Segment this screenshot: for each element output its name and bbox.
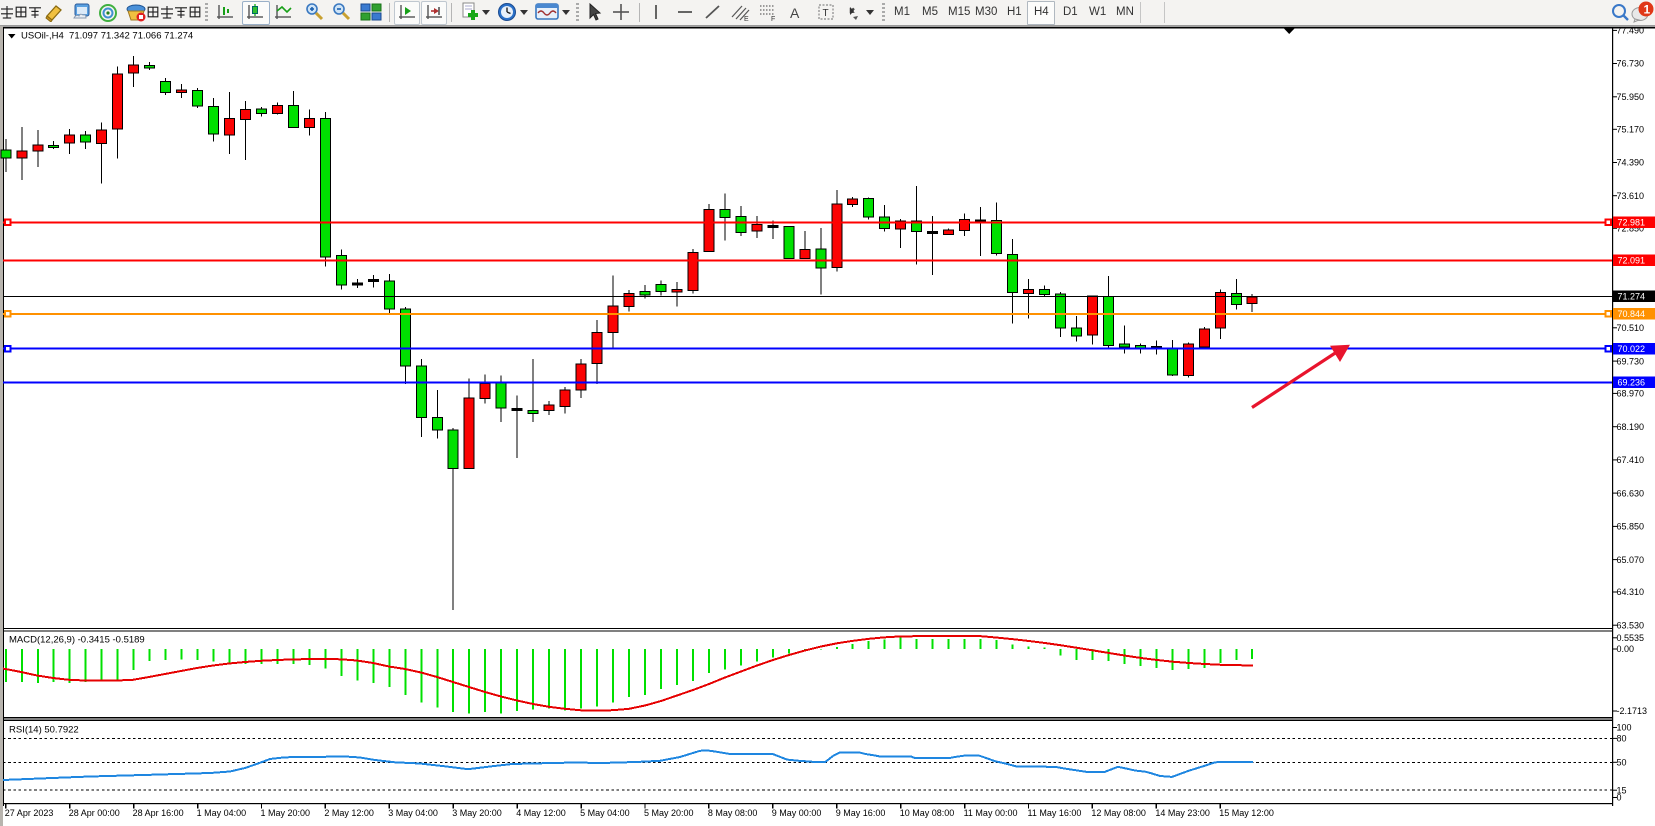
svg-text:71.274: 71.274 bbox=[1618, 292, 1646, 302]
svg-text:8 May 08:00: 8 May 08:00 bbox=[708, 808, 758, 818]
svg-text:0: 0 bbox=[1617, 793, 1622, 803]
svg-text:T: T bbox=[823, 8, 829, 19]
svg-text:63.530: 63.530 bbox=[1617, 620, 1645, 630]
svg-text:F: F bbox=[771, 16, 775, 22]
svg-text:75.170: 75.170 bbox=[1617, 125, 1645, 135]
svg-text:11 May 16:00: 11 May 16:00 bbox=[1028, 808, 1082, 818]
svg-text:4 May 12:00: 4 May 12:00 bbox=[516, 808, 566, 818]
svg-text:65.850: 65.850 bbox=[1617, 522, 1645, 532]
svg-text:10 May 08:00: 10 May 08:00 bbox=[900, 808, 955, 818]
svg-text:27 Apr 2023: 27 Apr 2023 bbox=[5, 808, 54, 818]
svg-text:69.730: 69.730 bbox=[1617, 356, 1645, 366]
svg-text:73.610: 73.610 bbox=[1617, 191, 1645, 201]
svg-text:14 May 23:00: 14 May 23:00 bbox=[1155, 808, 1210, 818]
svg-text:5 May 20:00: 5 May 20:00 bbox=[644, 808, 694, 818]
svg-text:RSI(14) 50.7922: RSI(14) 50.7922 bbox=[9, 725, 79, 736]
svg-text:67.410: 67.410 bbox=[1617, 455, 1645, 465]
svg-text:USOil-,H4 71.097 71.342 71.06: USOil-,H4 71.097 71.342 71.066 71.274 bbox=[21, 31, 193, 42]
svg-text:3 May 20:00: 3 May 20:00 bbox=[452, 808, 502, 818]
svg-text:12 May 08:00: 12 May 08:00 bbox=[1091, 808, 1146, 818]
svg-text:1 May 20:00: 1 May 20:00 bbox=[261, 808, 311, 818]
svg-text:1: 1 bbox=[1644, 3, 1651, 17]
svg-text:76.730: 76.730 bbox=[1617, 59, 1645, 69]
svg-text:9 May 16:00: 9 May 16:00 bbox=[836, 808, 886, 818]
svg-text:77.490: 77.490 bbox=[1617, 26, 1645, 36]
svg-text:3 May 04:00: 3 May 04:00 bbox=[388, 808, 438, 818]
svg-text:64.310: 64.310 bbox=[1617, 587, 1645, 597]
svg-text:70.510: 70.510 bbox=[1617, 323, 1645, 333]
svg-text:69.236: 69.236 bbox=[1618, 378, 1646, 388]
svg-text:72.850: 72.850 bbox=[1617, 224, 1645, 234]
svg-text:70.022: 70.022 bbox=[1618, 344, 1646, 354]
svg-text:50: 50 bbox=[1617, 758, 1627, 768]
svg-text:0.00: 0.00 bbox=[1617, 644, 1635, 654]
svg-text:15: 15 bbox=[1617, 785, 1627, 795]
svg-text:74.390: 74.390 bbox=[1617, 158, 1645, 168]
svg-text:68.970: 68.970 bbox=[1617, 389, 1645, 399]
svg-text:72.091: 72.091 bbox=[1618, 256, 1646, 266]
svg-text:70.844: 70.844 bbox=[1618, 309, 1646, 319]
svg-text:11 May 00:00: 11 May 00:00 bbox=[964, 808, 1018, 818]
svg-text:68.190: 68.190 bbox=[1617, 422, 1645, 432]
svg-text:5 May 04:00: 5 May 04:00 bbox=[580, 808, 630, 818]
svg-text:MACD(12,26,9) -0.3415 -0.5189: MACD(12,26,9) -0.3415 -0.5189 bbox=[9, 635, 145, 646]
svg-text:28 Apr 16:00: 28 Apr 16:00 bbox=[133, 808, 184, 818]
svg-text:65.070: 65.070 bbox=[1617, 555, 1645, 565]
svg-text:75.950: 75.950 bbox=[1617, 92, 1645, 102]
svg-text:28 Apr 00:00: 28 Apr 00:00 bbox=[69, 808, 120, 818]
svg-text:0.5535: 0.5535 bbox=[1617, 633, 1645, 643]
svg-text:72.981: 72.981 bbox=[1618, 218, 1646, 228]
svg-text:1 May 04:00: 1 May 04:00 bbox=[197, 808, 247, 818]
svg-text:66.630: 66.630 bbox=[1617, 488, 1645, 498]
svg-text:80: 80 bbox=[1617, 734, 1627, 744]
svg-text:100: 100 bbox=[1617, 723, 1632, 733]
svg-text:9 May 00:00: 9 May 00:00 bbox=[772, 808, 822, 818]
svg-text:-2.1713: -2.1713 bbox=[1617, 706, 1648, 716]
svg-text:15 May 12:00: 15 May 12:00 bbox=[1219, 808, 1274, 818]
svg-text:2 May 12:00: 2 May 12:00 bbox=[324, 808, 374, 818]
svg-text:E: E bbox=[744, 16, 749, 22]
